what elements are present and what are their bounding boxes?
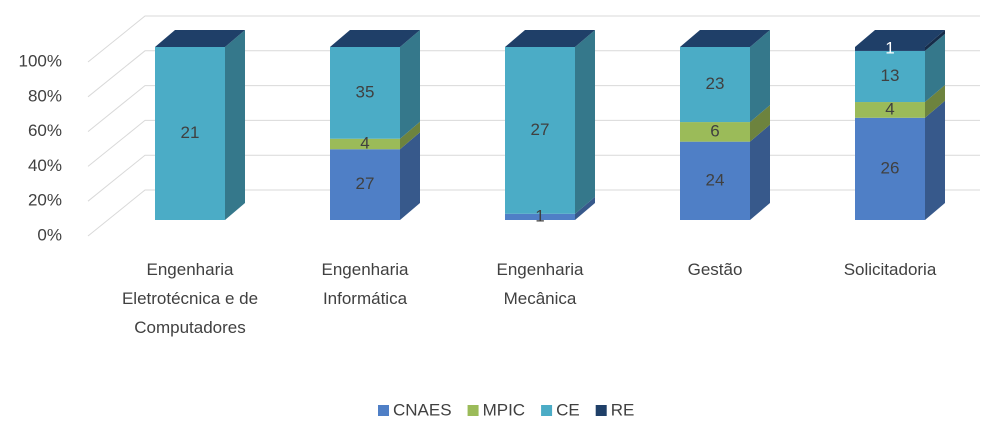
- bar-segment: [330, 149, 400, 220]
- grid-line: [87, 15, 980, 63]
- data-label: 1: [885, 38, 894, 57]
- y-tick-label: 60%: [28, 121, 62, 140]
- x-tick-label: Engenharia Mecânica: [496, 260, 584, 308]
- legend-label: CE: [556, 400, 580, 419]
- data-label: 6: [710, 121, 719, 140]
- data-label: 21: [181, 123, 200, 142]
- bar-segment: [680, 47, 750, 123]
- x-tick-label: Engenharia Eletrotécnica e de Computador…: [121, 260, 259, 337]
- data-label: 35: [356, 82, 375, 101]
- bar-side: [575, 30, 595, 214]
- data-label: 1: [535, 206, 544, 225]
- data-label: 27: [356, 174, 375, 193]
- data-label: 4: [885, 99, 894, 118]
- y-tick-label: 40%: [28, 156, 62, 175]
- bar-side: [925, 30, 945, 51]
- bar-side: [750, 124, 770, 220]
- legend-swatch: [467, 405, 479, 416]
- x-tick-label: Solicitadoria: [843, 260, 937, 279]
- x-tick-label: Gestão: [687, 260, 743, 279]
- y-tick-label: 80%: [28, 86, 62, 105]
- y-tick-label: 100%: [19, 51, 62, 70]
- y-tick-label: 0%: [37, 225, 62, 244]
- data-label: 4: [360, 133, 369, 152]
- bar-segment: [155, 47, 225, 220]
- bar-segment: [680, 122, 750, 142]
- bar-top: [680, 30, 770, 47]
- legend-swatch: [541, 405, 553, 416]
- bar-side: [225, 30, 245, 220]
- bar-segment: [330, 138, 400, 150]
- legend-swatch: [378, 405, 389, 416]
- bar-top: [330, 30, 420, 47]
- bar-segment: [855, 50, 925, 103]
- y-tick-label: 20%: [28, 191, 62, 210]
- bar-top: [505, 30, 595, 47]
- data-label: 24: [706, 170, 725, 189]
- bar-segment: [505, 47, 575, 214]
- bar-segment: [855, 47, 925, 51]
- bar-side: [750, 30, 770, 123]
- bar-top: [155, 30, 245, 47]
- legend-label: RE: [611, 400, 635, 419]
- bar-segment: [680, 141, 750, 220]
- data-label: 23: [706, 74, 725, 93]
- bar-segment: [330, 47, 400, 139]
- bar-top: [855, 30, 945, 47]
- legend-label: MPIC: [483, 400, 526, 419]
- legend-swatch: [595, 405, 607, 416]
- bar-segment: [855, 102, 925, 118]
- data-label: 26: [881, 158, 900, 177]
- bar-segment: [505, 213, 575, 220]
- x-tick-label: Engenharia Informática: [321, 260, 409, 308]
- data-label: 27: [531, 120, 550, 139]
- bar-segment: [855, 117, 925, 220]
- bar-side: [925, 100, 945, 220]
- bar-side: [925, 33, 945, 103]
- data-label: 13: [881, 66, 900, 85]
- bar-side: [575, 196, 595, 220]
- bar-side: [925, 85, 945, 118]
- bar-side: [750, 105, 770, 142]
- legend-label: CNAES: [393, 400, 452, 419]
- bar-side: [400, 30, 420, 139]
- bar-side: [400, 132, 420, 220]
- bar-side: [400, 121, 420, 150]
